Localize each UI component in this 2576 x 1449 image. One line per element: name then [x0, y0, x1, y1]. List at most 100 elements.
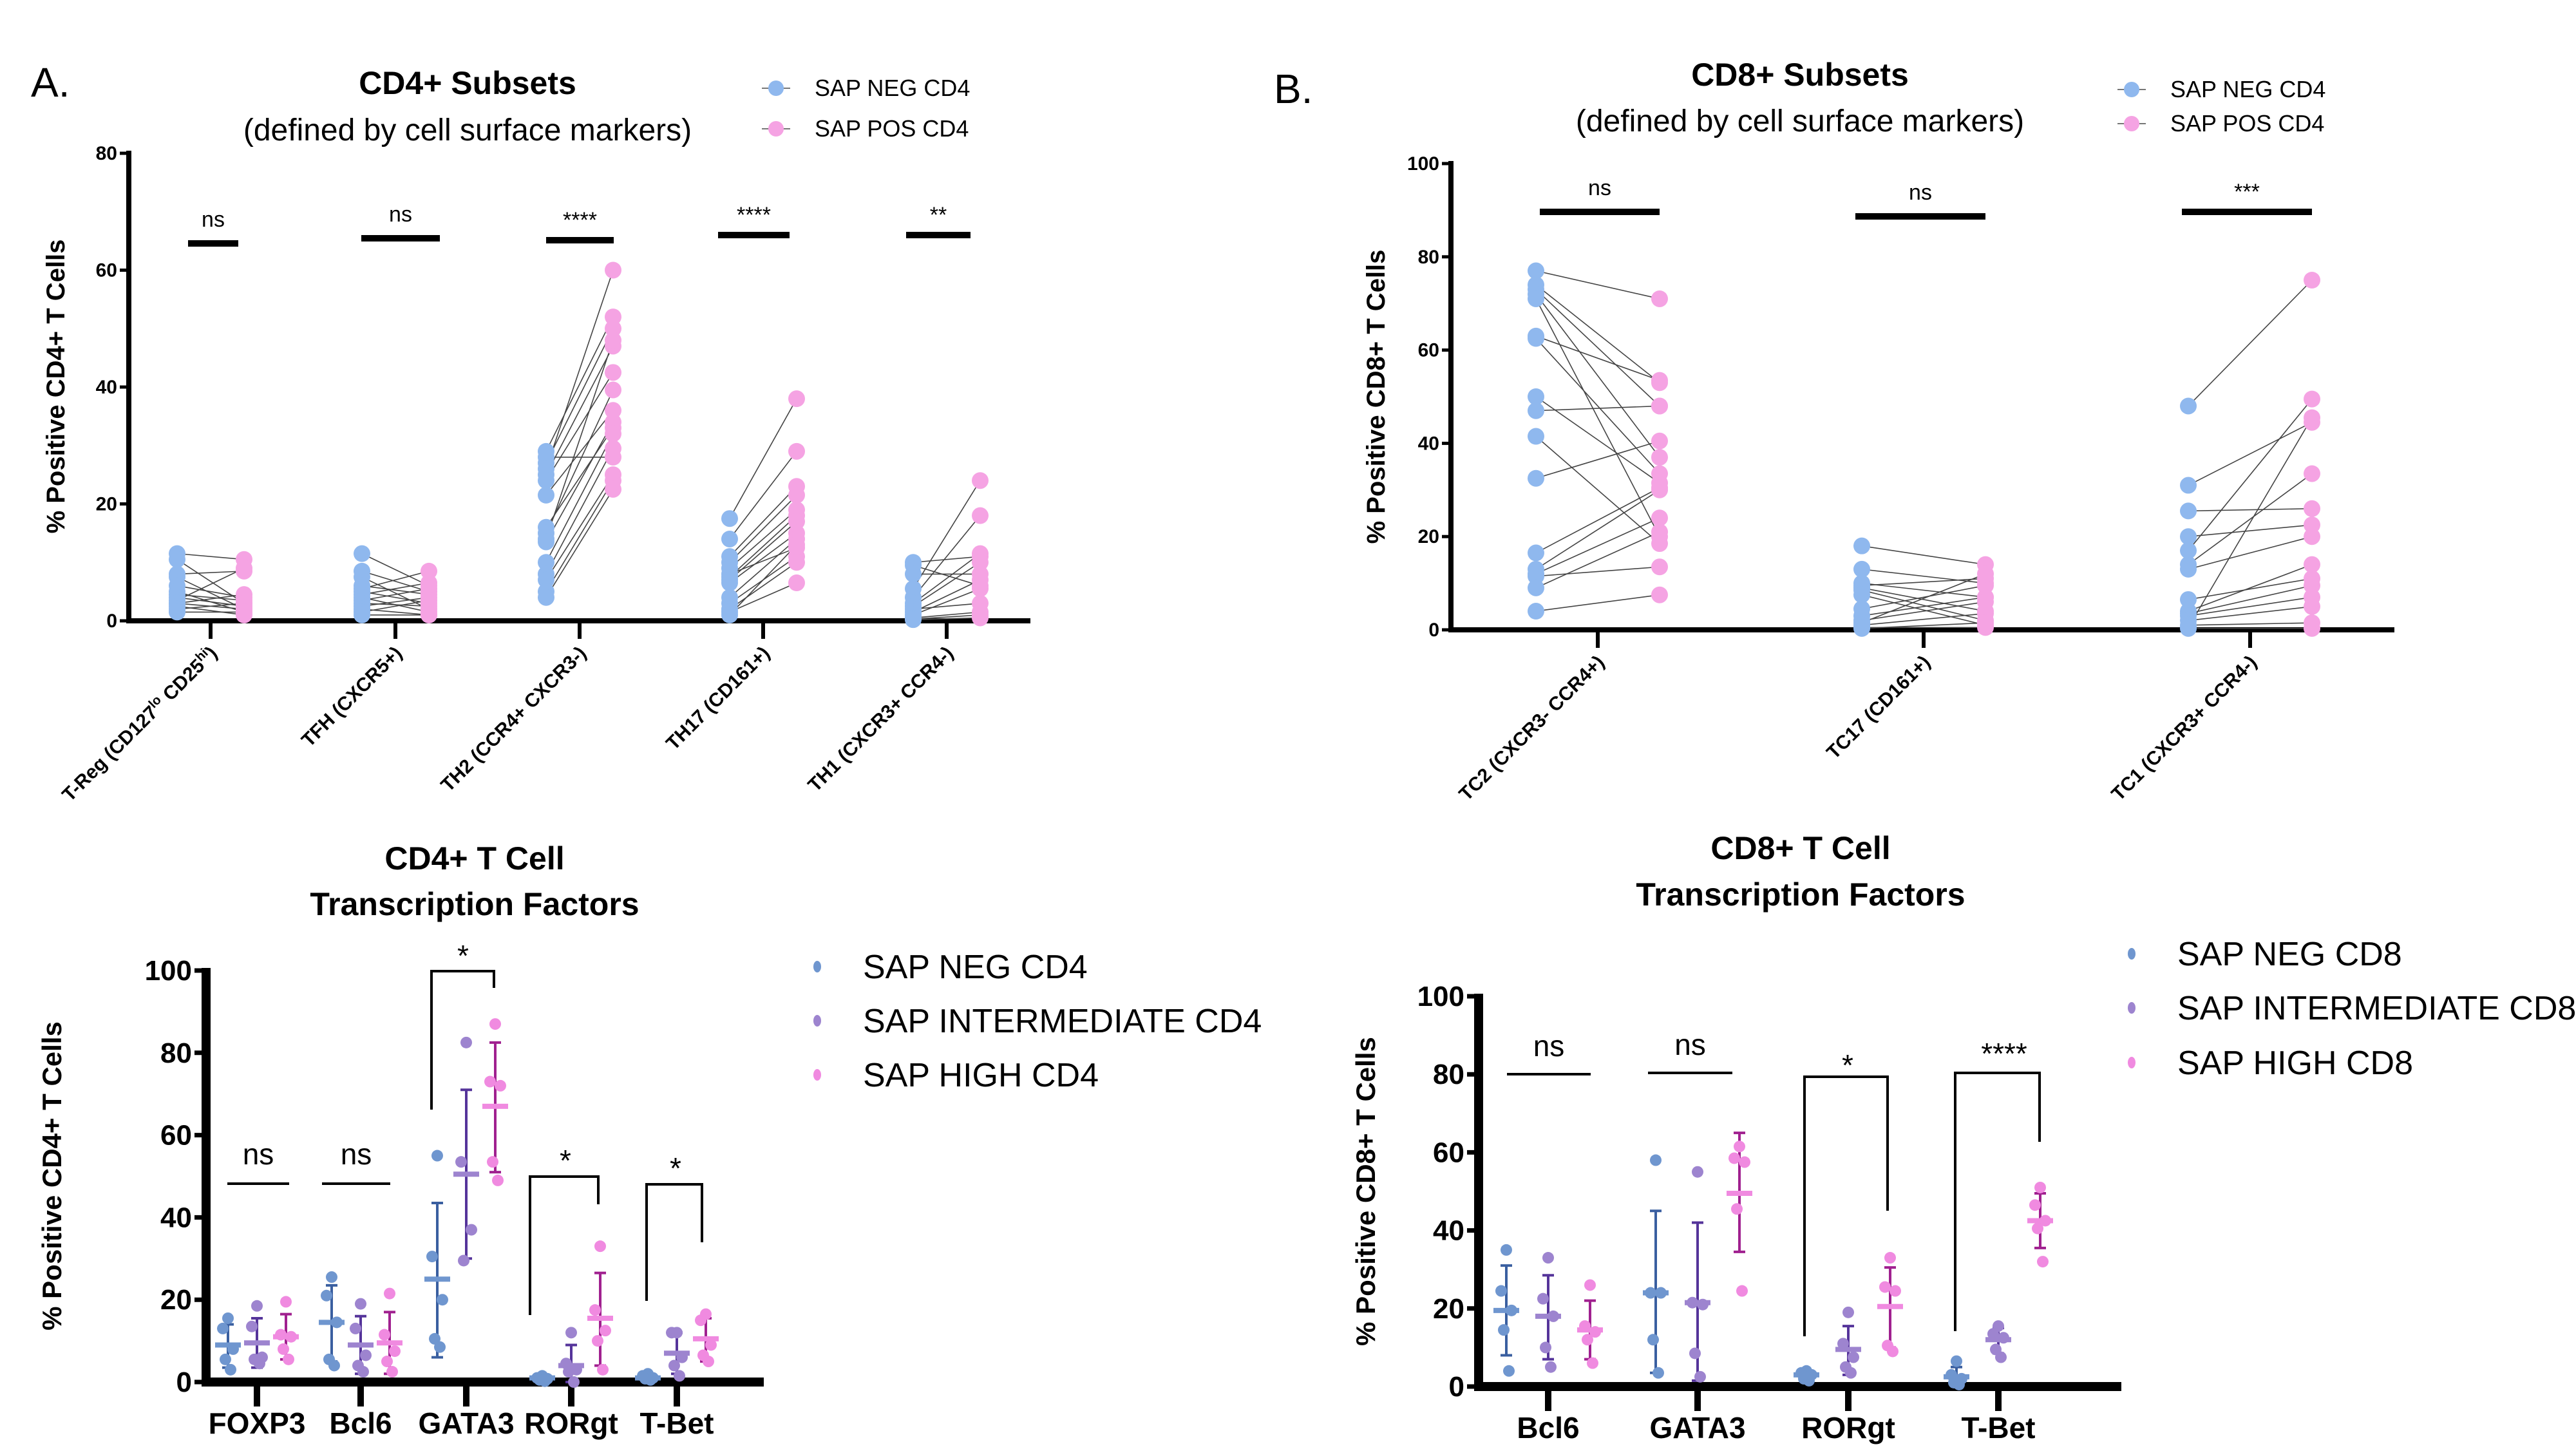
pair-line [545, 433, 614, 563]
pair-line [1861, 601, 1986, 621]
pair-line [1535, 337, 1660, 474]
point-neg [721, 510, 738, 527]
pair-line [2188, 417, 2313, 628]
data-point [1545, 1361, 1557, 1373]
data-point [280, 1296, 292, 1308]
significance-bar [188, 240, 238, 247]
pair-line [2188, 622, 2313, 626]
x-tick-label: GATA3 [1649, 1411, 1745, 1444]
data-point [217, 1322, 229, 1334]
pair-line [1535, 440, 1660, 479]
data-point [437, 1294, 448, 1306]
y-axis-label: % Positive CD8+ T Cells [1350, 1037, 1381, 1346]
pair-line [545, 372, 614, 481]
data-point [360, 1349, 372, 1361]
data-point [1542, 1252, 1554, 1264]
point-pos [605, 261, 621, 279]
data-point [1498, 1324, 1510, 1336]
point-pos [788, 486, 805, 504]
pair-line [361, 585, 430, 595]
x-tick-label: TH17 (CD161+) [662, 643, 774, 755]
pair-line [361, 553, 430, 587]
y-tick-label: 20 [160, 1284, 192, 1316]
chart-title: CD4+ T Cell [384, 840, 564, 876]
data-point [565, 1327, 577, 1339]
data-point [455, 1156, 467, 1168]
significance-label: ns [1909, 180, 1932, 205]
legend-marker [2128, 1057, 2136, 1068]
point-neg [1853, 560, 1870, 578]
point-neg [538, 533, 554, 551]
legend-label: SAP NEG CD4 [2170, 76, 2325, 102]
data-point [1951, 1355, 1962, 1367]
pair-line [913, 515, 981, 598]
data-point [1887, 1345, 1899, 1358]
data-point [1739, 1156, 1750, 1168]
pair-line [361, 571, 430, 592]
data-point [328, 1359, 340, 1372]
data-point [1650, 1154, 1662, 1166]
pair-line [545, 474, 614, 580]
data-point [1689, 1347, 1701, 1359]
significance-bar [1855, 213, 1985, 220]
point-neg [538, 589, 554, 606]
data-point [220, 1353, 231, 1365]
data-point [278, 1343, 289, 1355]
legend-label: SAP NEG CD4 [863, 949, 1088, 986]
point-pos [2304, 528, 2320, 545]
point-pos [972, 554, 989, 571]
pair-line [729, 515, 797, 578]
point-pos [421, 562, 437, 580]
pair-line [1861, 622, 1986, 629]
data-point [695, 1314, 706, 1327]
legend-marker [768, 80, 784, 96]
pair-line [2188, 507, 2313, 512]
y-tick-label: 20 [96, 494, 117, 515]
x-tick-label: TC1 (CXCR3+ CCR4-) [2108, 652, 2261, 805]
data-point [1587, 1357, 1598, 1369]
data-point [326, 1271, 337, 1283]
significance-bar [1540, 209, 1660, 215]
point-neg [169, 603, 185, 621]
chart-subtitle: Transcription Factors [1636, 876, 1965, 913]
chart-title: CD4+ Subsets [359, 65, 576, 101]
significance-label: ns [1588, 176, 1611, 200]
y-tick-label: 80 [1418, 247, 1439, 268]
x-tick-label-part: TH17 (CD161+) [662, 643, 774, 755]
pair-line [913, 611, 981, 619]
point-pos [788, 574, 805, 592]
data-point [1582, 1334, 1593, 1346]
point-neg [905, 565, 922, 583]
pair-line [2188, 585, 2313, 614]
pair-line [1535, 289, 1660, 407]
data-point [2029, 1199, 2041, 1211]
pair-line [1861, 545, 1986, 565]
point-pos [788, 536, 805, 554]
pair-line [729, 486, 797, 557]
legend-label: SAP NEG CD4 [815, 75, 970, 101]
pair-line [2188, 596, 2313, 617]
legend-marker [2124, 116, 2139, 131]
point-pos [788, 390, 805, 408]
significance-label: * [670, 1151, 681, 1185]
point-neg [721, 574, 738, 592]
data-point [225, 1363, 236, 1376]
pair-line [361, 596, 430, 607]
point-neg [2180, 528, 2197, 545]
chart-subtitle: Transcription Factors [310, 886, 639, 922]
point-pos [421, 606, 437, 623]
pair-line [545, 410, 614, 496]
y-tick-label: 80 [1433, 1059, 1464, 1090]
data-point [379, 1329, 390, 1341]
point-neg [2180, 560, 2197, 578]
pair-line [913, 556, 981, 564]
y-tick-label: 100 [145, 955, 192, 987]
point-pos [605, 413, 621, 431]
data-point [597, 1363, 609, 1376]
pair-line [176, 605, 245, 616]
data-point [254, 1358, 265, 1370]
legend-label: SAP NEG CD8 [2177, 936, 2402, 973]
x-tick-label: Bcl6 [1517, 1411, 1579, 1444]
pair-line [729, 509, 797, 569]
